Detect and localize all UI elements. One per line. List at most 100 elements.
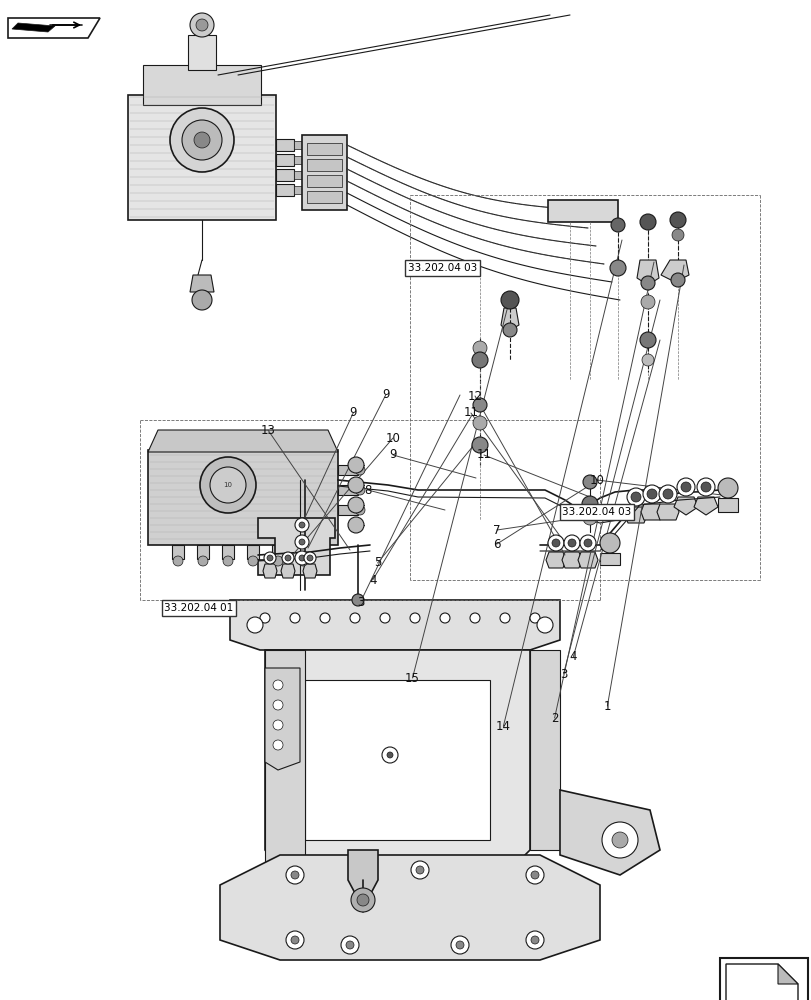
Text: 4: 4 — [368, 574, 376, 586]
Polygon shape — [777, 964, 797, 984]
Circle shape — [611, 832, 627, 848]
Circle shape — [345, 941, 354, 949]
Circle shape — [526, 866, 543, 884]
Circle shape — [410, 613, 419, 623]
Bar — [276, 154, 294, 166]
Circle shape — [169, 108, 234, 172]
Text: 11: 11 — [463, 406, 478, 420]
Text: 10: 10 — [223, 482, 232, 488]
Circle shape — [298, 522, 305, 528]
Circle shape — [223, 556, 233, 566]
Text: 3: 3 — [356, 595, 364, 608]
Bar — [719, 958, 807, 1000]
Circle shape — [717, 478, 737, 498]
Bar — [172, 545, 184, 559]
Bar — [337, 505, 358, 515]
Circle shape — [381, 747, 397, 763]
Circle shape — [195, 19, 208, 31]
Circle shape — [672, 229, 683, 241]
Polygon shape — [656, 504, 678, 520]
Circle shape — [267, 555, 272, 561]
Polygon shape — [263, 564, 277, 578]
Text: 3: 3 — [559, 668, 567, 680]
Text: 33.202.04 03: 33.202.04 03 — [407, 263, 477, 273]
Bar — [599, 553, 620, 565]
Polygon shape — [264, 650, 305, 870]
Circle shape — [348, 457, 363, 473]
Text: 10: 10 — [589, 474, 603, 487]
Bar — [302, 135, 346, 210]
Bar — [307, 143, 341, 155]
Circle shape — [357, 894, 368, 906]
Circle shape — [663, 489, 672, 499]
Bar — [307, 159, 341, 171]
Circle shape — [285, 866, 303, 884]
Circle shape — [415, 866, 423, 874]
Text: 7: 7 — [492, 524, 500, 536]
Circle shape — [582, 475, 596, 489]
Circle shape — [194, 132, 210, 148]
Polygon shape — [148, 450, 337, 545]
Circle shape — [500, 291, 518, 309]
Bar — [294, 186, 302, 194]
Circle shape — [450, 936, 469, 954]
Circle shape — [190, 13, 214, 37]
Circle shape — [526, 931, 543, 949]
Circle shape — [642, 354, 653, 366]
Polygon shape — [545, 552, 565, 568]
Circle shape — [659, 485, 676, 503]
Bar — [547, 200, 617, 222]
Polygon shape — [143, 65, 260, 105]
Bar — [307, 175, 341, 187]
Circle shape — [294, 551, 309, 565]
Text: 9: 9 — [388, 448, 397, 462]
Circle shape — [307, 555, 312, 561]
Circle shape — [456, 941, 463, 949]
Circle shape — [639, 214, 655, 230]
Text: 5: 5 — [373, 556, 381, 570]
Circle shape — [200, 457, 255, 513]
Text: 1: 1 — [603, 700, 611, 712]
Bar — [337, 465, 358, 475]
Text: 8: 8 — [363, 484, 371, 496]
Polygon shape — [561, 552, 581, 568]
Circle shape — [272, 740, 283, 750]
Polygon shape — [220, 855, 599, 960]
Circle shape — [260, 613, 270, 623]
Bar — [337, 485, 358, 495]
Polygon shape — [624, 507, 646, 523]
Circle shape — [247, 556, 258, 566]
Circle shape — [440, 613, 449, 623]
Polygon shape — [530, 650, 560, 850]
Text: 33.202.04 01: 33.202.04 01 — [164, 603, 234, 613]
Circle shape — [272, 700, 283, 710]
Circle shape — [564, 535, 579, 551]
Circle shape — [609, 260, 625, 276]
Bar — [276, 169, 294, 181]
Bar — [276, 184, 294, 196]
Circle shape — [387, 752, 393, 758]
Polygon shape — [640, 504, 663, 520]
Circle shape — [530, 871, 539, 879]
Circle shape — [630, 492, 640, 502]
Bar — [197, 545, 208, 559]
Polygon shape — [725, 964, 797, 1000]
Bar — [294, 171, 302, 179]
Circle shape — [530, 936, 539, 944]
Circle shape — [579, 535, 595, 551]
Circle shape — [298, 555, 305, 561]
Circle shape — [640, 276, 654, 290]
Circle shape — [272, 720, 283, 730]
Circle shape — [700, 482, 710, 492]
Circle shape — [473, 416, 487, 430]
Polygon shape — [12, 23, 55, 32]
Circle shape — [601, 822, 637, 858]
Circle shape — [173, 556, 182, 566]
Polygon shape — [258, 518, 335, 575]
Circle shape — [354, 465, 365, 475]
Bar — [272, 545, 284, 559]
Circle shape — [298, 539, 305, 545]
Polygon shape — [281, 564, 294, 578]
Circle shape — [272, 556, 283, 566]
Circle shape — [530, 613, 539, 623]
